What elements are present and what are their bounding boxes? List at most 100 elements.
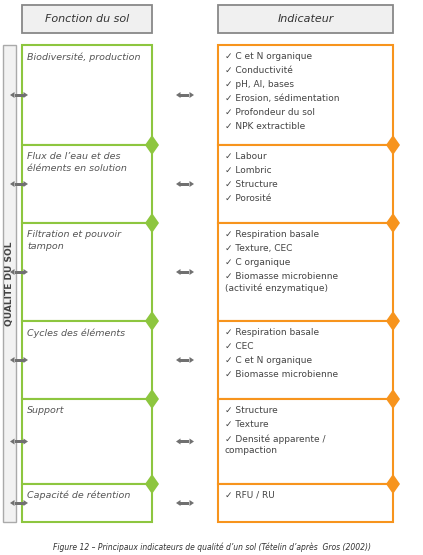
Polygon shape (176, 500, 181, 506)
Polygon shape (24, 500, 28, 506)
Text: ✓ Structure: ✓ Structure (225, 406, 278, 415)
Polygon shape (190, 181, 194, 187)
Text: Indicateur: Indicateur (277, 14, 334, 24)
Polygon shape (145, 474, 159, 484)
Polygon shape (190, 357, 194, 363)
Bar (22, 45, 152, 145)
Polygon shape (10, 92, 14, 98)
Text: ✓ pH, Al, bases: ✓ pH, Al, bases (225, 80, 294, 89)
Polygon shape (145, 135, 159, 145)
Bar (218, 5, 393, 33)
Bar (218, 399, 393, 484)
Polygon shape (145, 399, 159, 409)
Polygon shape (386, 223, 400, 233)
Text: ✓ Texture: ✓ Texture (225, 420, 269, 429)
Text: ✓ Structure: ✓ Structure (225, 180, 278, 189)
Polygon shape (24, 357, 28, 363)
Text: Filtration et pouvoir
tampon: Filtration et pouvoir tampon (27, 230, 121, 251)
Polygon shape (145, 389, 159, 399)
Bar (218, 45, 393, 145)
Text: ✓ Respiration basale: ✓ Respiration basale (225, 230, 319, 239)
Bar (3, 45, 16, 522)
Polygon shape (190, 92, 194, 98)
Text: QUALITE DU SOL: QUALITE DU SOL (5, 241, 14, 326)
Bar (22, 145, 152, 223)
Text: ✓ Texture, CEC: ✓ Texture, CEC (225, 244, 292, 253)
Polygon shape (145, 321, 159, 331)
Polygon shape (10, 438, 14, 445)
Text: Fonction du sol: Fonction du sol (45, 14, 129, 24)
Polygon shape (190, 500, 194, 506)
Polygon shape (145, 213, 159, 223)
Polygon shape (190, 438, 194, 445)
Bar (181, 440, 190, 443)
Polygon shape (145, 145, 159, 155)
Text: Cycles des éléments: Cycles des éléments (27, 328, 125, 337)
Polygon shape (24, 181, 28, 187)
Text: ✓ Lombric: ✓ Lombric (225, 166, 272, 175)
Bar (181, 93, 190, 97)
Bar (14, 502, 24, 504)
Text: ✓ Biomasse microbienne: ✓ Biomasse microbienne (225, 370, 338, 379)
Polygon shape (24, 269, 28, 275)
Text: ✓ Respiration basale: ✓ Respiration basale (225, 328, 319, 337)
Text: ✓ Profondeur du sol: ✓ Profondeur du sol (225, 108, 315, 117)
Polygon shape (386, 389, 400, 399)
Bar (218, 145, 393, 223)
Text: ✓ C organique: ✓ C organique (225, 258, 290, 267)
Text: ✓ Conductivité: ✓ Conductivité (225, 66, 293, 75)
Text: ✓ Erosion, sédimentation: ✓ Erosion, sédimentation (225, 94, 340, 103)
Polygon shape (386, 135, 400, 145)
Bar (218, 223, 393, 321)
Text: Flux de l’eau et des
éléments en solution: Flux de l’eau et des éléments en solutio… (27, 152, 127, 173)
Bar (218, 321, 393, 399)
Text: ✓ CEC: ✓ CEC (225, 342, 253, 351)
Bar (181, 270, 190, 274)
Bar (14, 93, 24, 97)
Polygon shape (386, 311, 400, 321)
Polygon shape (176, 181, 181, 187)
Polygon shape (176, 357, 181, 363)
Bar (22, 484, 152, 522)
Polygon shape (145, 484, 159, 494)
Polygon shape (24, 438, 28, 445)
Text: ✓ RFU / RU: ✓ RFU / RU (225, 491, 275, 500)
Bar (22, 399, 152, 484)
Bar (22, 5, 152, 33)
Text: ✓ Biomasse microbienne
(activité enzymatique): ✓ Biomasse microbienne (activité enzymat… (225, 272, 338, 292)
Polygon shape (386, 399, 400, 409)
Text: ✓ Labour: ✓ Labour (225, 152, 266, 161)
Text: Capacité de rétention: Capacité de rétention (27, 491, 130, 501)
Polygon shape (10, 181, 14, 187)
Polygon shape (386, 484, 400, 494)
Polygon shape (176, 269, 181, 275)
Text: ✓ NPK extractible: ✓ NPK extractible (225, 122, 305, 131)
Bar (22, 321, 152, 399)
Bar (181, 502, 190, 504)
Polygon shape (24, 92, 28, 98)
Polygon shape (386, 213, 400, 223)
Text: ✓ Porosité: ✓ Porosité (225, 194, 272, 203)
Text: ✓ C et N organique: ✓ C et N organique (225, 52, 312, 61)
Polygon shape (176, 438, 181, 445)
Text: Figure 12 – Principaux indicateurs de qualité d’un sol (Tételin d’après  Gros (2: Figure 12 – Principaux indicateurs de qu… (52, 543, 371, 552)
Text: ✓ C et N organique: ✓ C et N organique (225, 356, 312, 365)
Polygon shape (386, 321, 400, 331)
Bar (181, 183, 190, 185)
Polygon shape (176, 92, 181, 98)
Polygon shape (10, 269, 14, 275)
Polygon shape (10, 500, 14, 506)
Text: ✓ Densité apparente /
compaction: ✓ Densité apparente / compaction (225, 434, 326, 455)
Polygon shape (190, 269, 194, 275)
Bar (181, 359, 190, 361)
Polygon shape (386, 474, 400, 484)
Bar (14, 359, 24, 361)
Polygon shape (386, 145, 400, 155)
Polygon shape (10, 357, 14, 363)
Bar (14, 440, 24, 443)
Bar (14, 183, 24, 185)
Text: Biodiversité, production: Biodiversité, production (27, 52, 140, 62)
Bar (218, 484, 393, 522)
Polygon shape (145, 223, 159, 233)
Polygon shape (145, 311, 159, 321)
